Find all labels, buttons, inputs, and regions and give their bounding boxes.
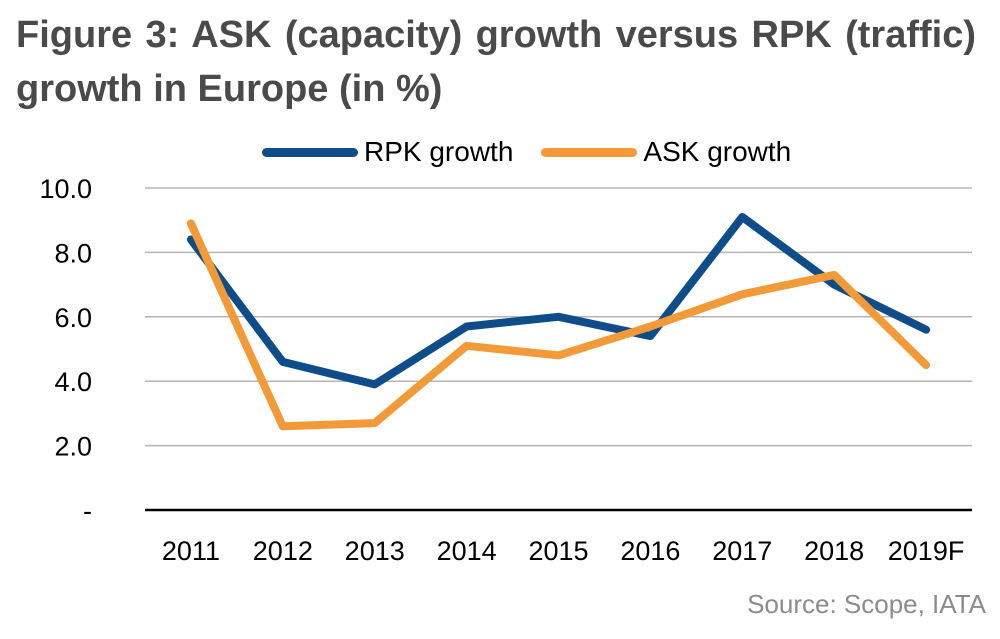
rpk-point-2018	[833, 284, 835, 286]
legend-swatch-rpk	[262, 147, 358, 157]
rpk-point-2016	[649, 335, 651, 337]
x-axis: 2011 2012 2013 2014 2015 2016 2017 2018 2019F	[162, 536, 964, 566]
ask-point-2013	[374, 422, 376, 424]
ask-point-2015	[558, 354, 559, 356]
y-tick-label: 4.0	[54, 367, 92, 397]
ask-point-2018	[833, 274, 835, 276]
x-tick-label: 2018	[804, 536, 864, 566]
legend-label-ask: ASK growth	[643, 136, 792, 167]
y-tick-label: 10.0	[39, 174, 92, 204]
ask-point-2016	[649, 325, 651, 327]
ask-growth-line	[186, 219, 931, 431]
rpk-point-2015	[558, 316, 559, 318]
x-tick-label: 2019F	[888, 536, 965, 566]
ask-point-2012	[282, 425, 284, 427]
rpk-point-2017	[741, 216, 743, 218]
rpk-point-2014	[466, 325, 468, 327]
y-axis: - 2.0 4.0 6.0 8.0 10.0	[39, 174, 92, 526]
legend-label-rpk: RPK growth	[364, 136, 514, 167]
x-tick-label: 2017	[712, 536, 772, 566]
legend: RPK growth ASK growth	[262, 132, 819, 172]
chart-title: Figure 3: ASK (capacity) growth versus R…	[16, 14, 976, 110]
rpk-point-2013	[374, 383, 376, 385]
y-tick-label: 2.0	[54, 432, 92, 462]
y-tick-label: 8.0	[54, 238, 92, 268]
x-tick-label: 2014	[437, 536, 497, 566]
ask-point-2019F	[925, 364, 927, 366]
legend-item-rpk: RPK growth	[262, 136, 513, 168]
x-tick-label: 2015	[528, 536, 588, 566]
ask-point-2014	[466, 345, 468, 347]
x-tick-label: 2011	[162, 536, 220, 566]
rpk-point-2019F	[925, 329, 927, 331]
series-lines	[186, 213, 931, 431]
legend-swatch-ask	[541, 147, 638, 157]
ask-point-2011	[190, 222, 192, 224]
ask-point-2017	[741, 293, 743, 295]
source-note: Source: Scope, IATA	[747, 589, 986, 619]
x-tick-label: 2012	[253, 536, 313, 566]
x-tick-label: 2013	[345, 536, 405, 566]
rpk-point-2011	[190, 239, 192, 241]
y-tick-label: -	[83, 496, 92, 526]
y-tick-label: 6.0	[54, 303, 92, 333]
rpk-point-2012	[282, 361, 284, 363]
legend-item-ask: ASK growth	[541, 136, 791, 168]
x-tick-label: 2016	[620, 536, 680, 566]
